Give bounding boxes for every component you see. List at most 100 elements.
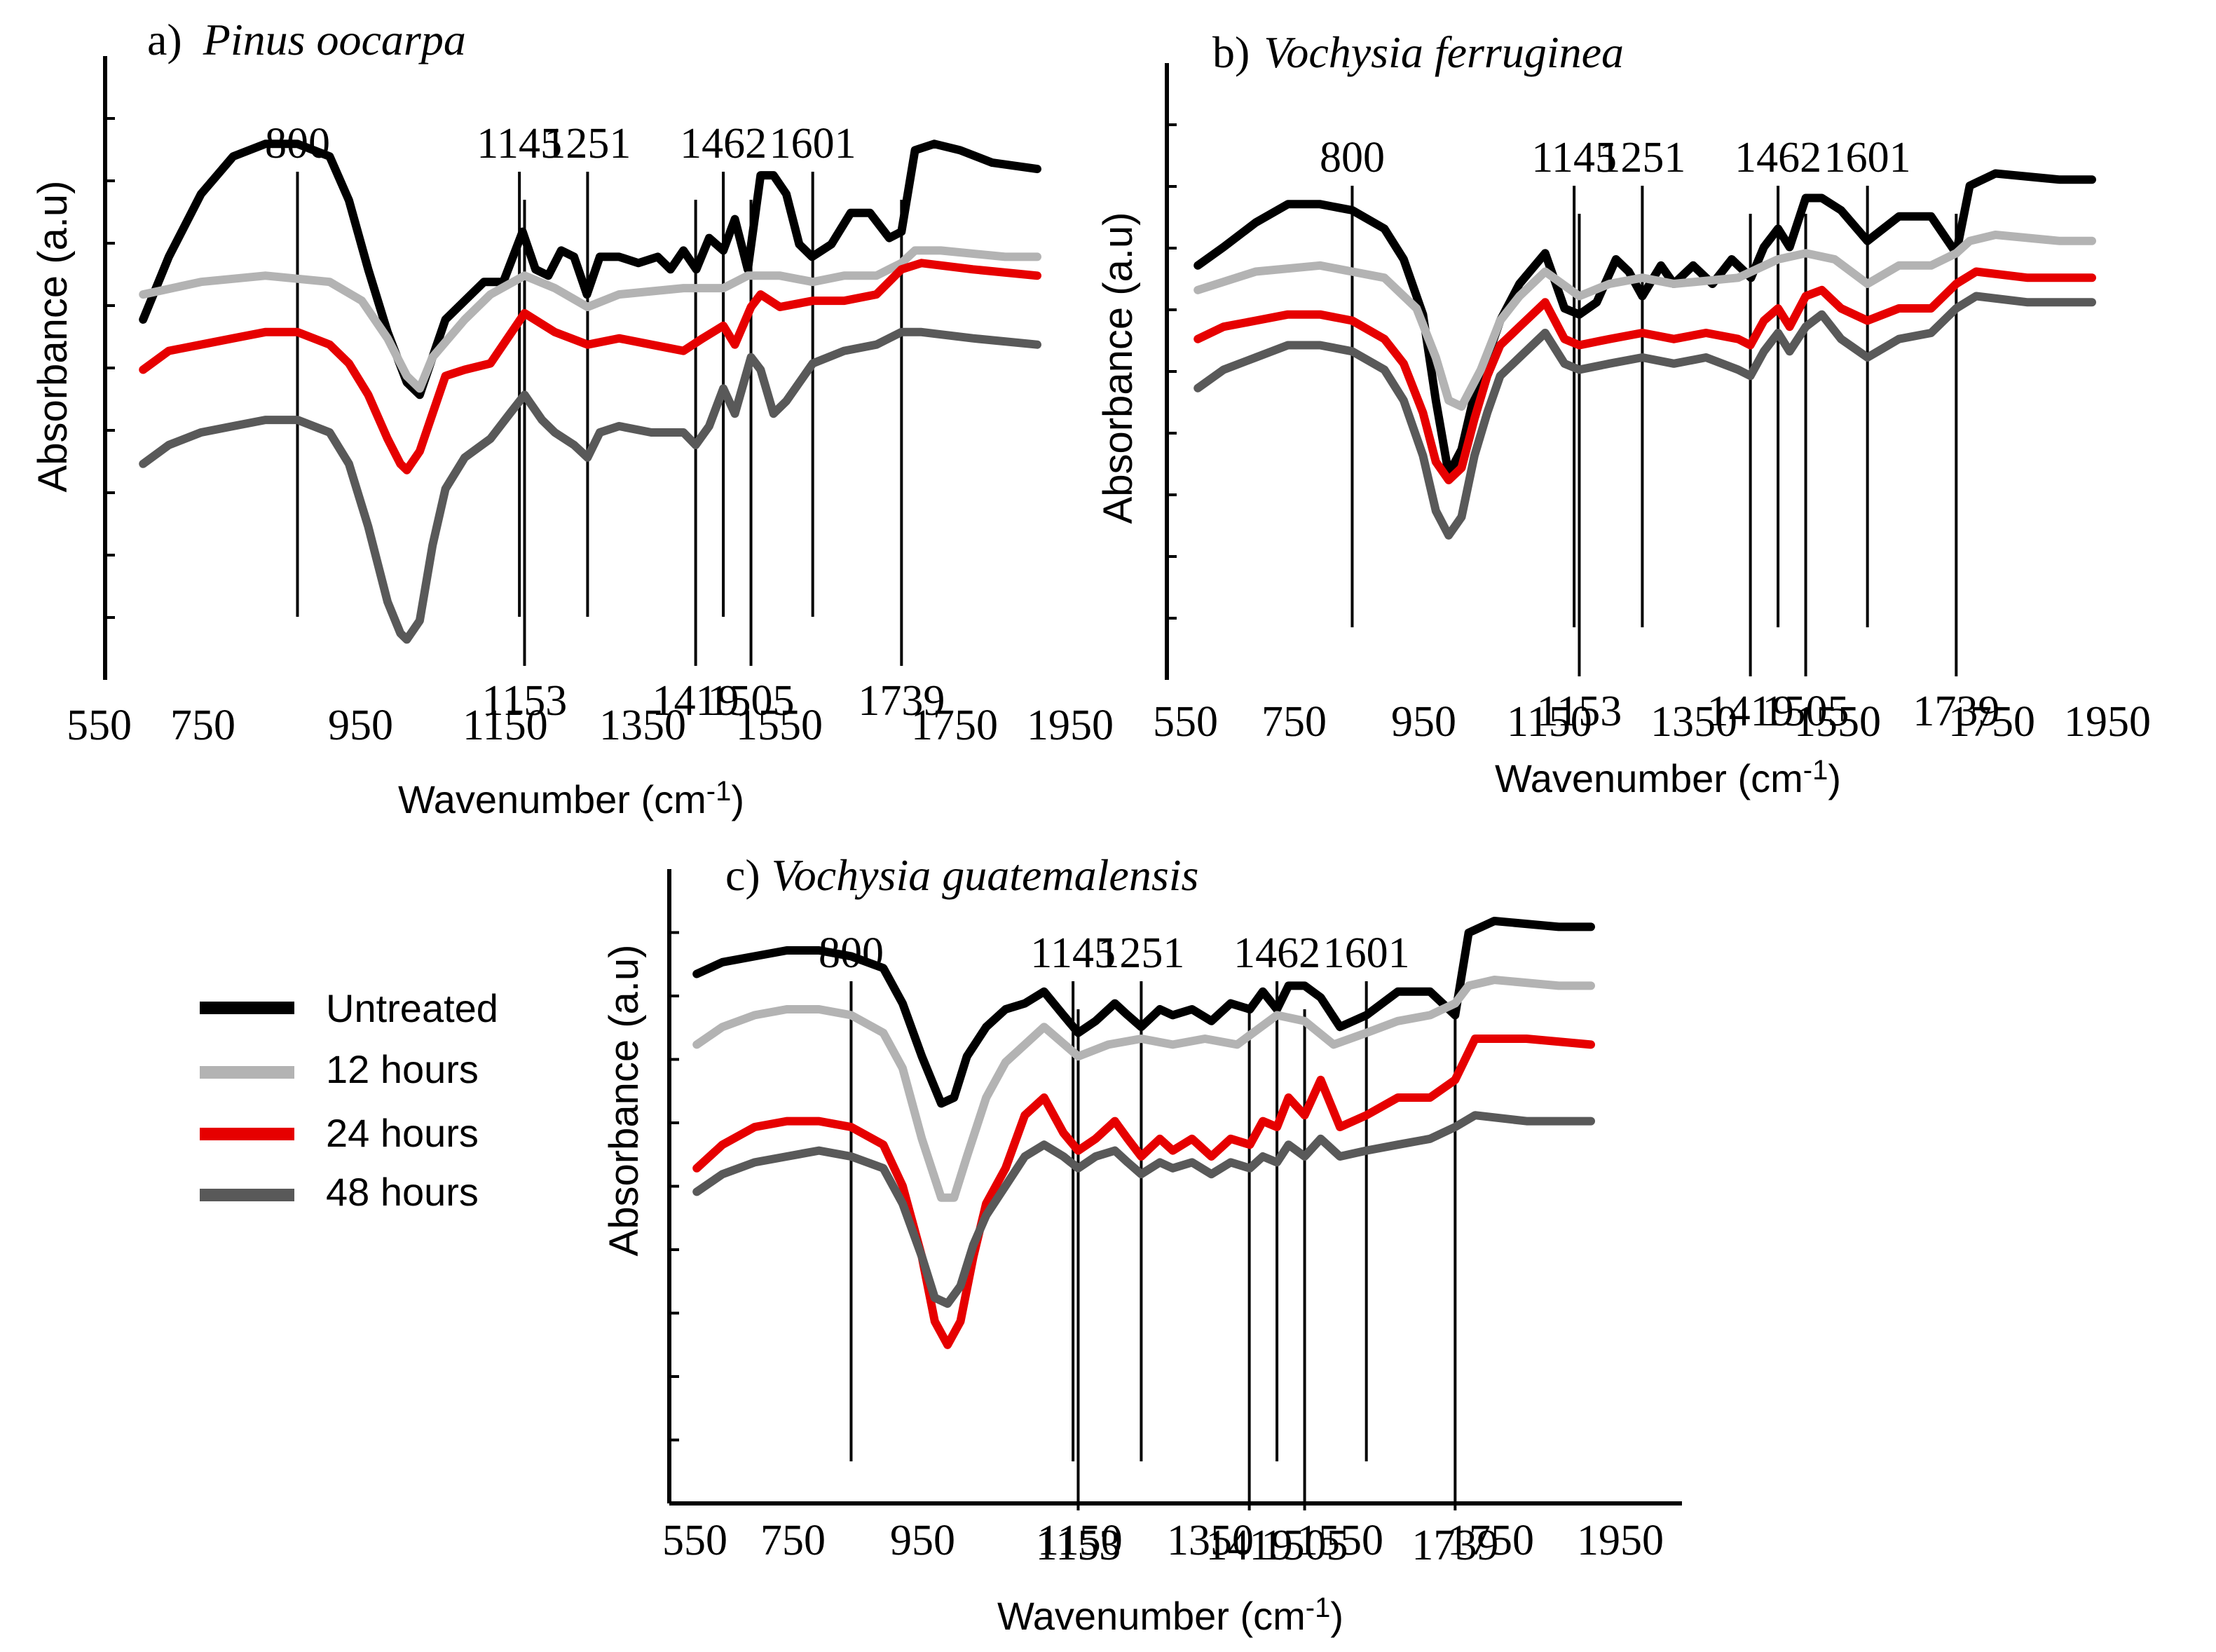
x-axis-title-superscript: -1 xyxy=(1803,755,1828,786)
x-tick-label: 750 xyxy=(760,1517,826,1564)
marker-label-800: 800 xyxy=(1320,134,1385,182)
x-tick-label: 1350 xyxy=(599,702,686,749)
legend-item-24-hours: 24 hours xyxy=(200,1111,479,1155)
marker-label-1251: 1251 xyxy=(1097,929,1184,977)
panel-b-title: b) Vochysia ferruginea xyxy=(1212,27,1624,77)
x-tick-label: 1750 xyxy=(1447,1517,1534,1564)
panel-a-species: Pinus oocarpa xyxy=(203,15,466,64)
panel-b-letter: b) xyxy=(1212,27,1250,77)
panel-c-series xyxy=(692,917,1595,1349)
series-line-48-hours xyxy=(139,327,1041,644)
panel-b-species: Vochysia ferruginea xyxy=(1264,27,1624,77)
marker-label-1153: 1153 xyxy=(1036,1522,1121,1569)
x-axis-title-superscript: -1 xyxy=(706,776,732,807)
x-tick-label: 550 xyxy=(67,702,132,749)
x-tick-label: 1550 xyxy=(1297,1517,1383,1564)
marker-label-1601: 1601 xyxy=(1824,134,1911,182)
marker-label-1419: 1419 xyxy=(1707,688,1794,735)
x-tick-label: 550 xyxy=(1153,698,1218,746)
x-tick-label: 950 xyxy=(890,1517,955,1564)
panel-c-letter: c) xyxy=(725,850,760,900)
marker-label-1739: 1739 xyxy=(858,677,945,725)
panel-a-x-tick-labels: 550 750 950 1150 1350 1550 1750 1950 xyxy=(67,702,1114,749)
panel-b-y-ticks xyxy=(1167,123,1177,620)
legend-label: 12 hours xyxy=(326,1047,479,1091)
x-tick-label: 1950 xyxy=(2064,698,2151,746)
panel-b-y-axis-title: Absorbance (a.u) xyxy=(1095,212,1141,524)
x-tick-label: 1350 xyxy=(1167,1517,1254,1564)
x-tick-label: 1150 xyxy=(1507,698,1592,746)
x-axis-title-main: Wavenumber (cm xyxy=(1495,756,1803,800)
marker-label-1251: 1251 xyxy=(544,120,631,168)
legend-label: Untreated xyxy=(326,986,498,1030)
series-line-24-hours xyxy=(139,259,1041,475)
series-line-48-hours xyxy=(692,1111,1595,1308)
series-line-24-hours xyxy=(692,1035,1595,1349)
marker-label-1419: 1419 xyxy=(652,677,739,725)
marker-label-1419: 1419 xyxy=(1206,1522,1293,1569)
panel-a-series xyxy=(139,139,1041,644)
panel-b-x-tick-labels: 550 750 950 1150 1350 1550 1750 1950 xyxy=(1153,698,2151,746)
series-line-12-hours xyxy=(1194,231,2096,411)
x-tick-label: 1950 xyxy=(1027,702,1114,749)
x-axis-title-main: Wavenumber (cm xyxy=(997,1594,1306,1638)
panel-a-x-axis-title: Wavenumber (cm-1) xyxy=(398,776,744,821)
panel-b-markers: 800 1145 1153 1251 1419 1462 1505 1601 1739 xyxy=(1320,134,1999,735)
panel-c-y-ticks xyxy=(669,931,679,1442)
legend-label: 48 hours xyxy=(326,1170,479,1214)
panel-b-x-axis-title: Wavenumber (cm-1) xyxy=(1495,755,1841,800)
legend-item-12-hours: 12 hours xyxy=(200,1047,479,1091)
x-tick-label: 1950 xyxy=(1577,1517,1664,1564)
panel-c-y-axis-title: Absorbance (a.u) xyxy=(601,945,647,1257)
marker-label-1462: 1462 xyxy=(1233,929,1320,977)
panel-a: a) Pinus oocarpa 800 11451153125114191462… xyxy=(30,15,1114,821)
x-axis-title-close: ) xyxy=(731,777,744,821)
marker-label-1462: 1462 xyxy=(1735,134,1821,182)
legend-item-48-hours: 48 hours xyxy=(200,1170,479,1214)
panel-c-x-tick-labels: 550 750 950 1150 1350 1550 1750 1950 xyxy=(662,1517,1664,1564)
marker-label-1145: 1145 xyxy=(1531,134,1617,182)
x-tick-label: 1550 xyxy=(1794,698,1881,746)
x-tick-label: 550 xyxy=(662,1517,727,1564)
series-line-untreated xyxy=(1194,169,2096,479)
x-axis-title-close: ) xyxy=(1330,1594,1343,1638)
x-tick-label: 950 xyxy=(1391,698,1456,746)
marker-label-1145: 1145 xyxy=(1030,929,1116,977)
x-tick-label: 750 xyxy=(1261,698,1327,746)
panel-c: c) Vochysia guatemalensis 800 11451153125… xyxy=(601,850,1682,1638)
series-line-24-hours xyxy=(1194,267,2096,484)
x-tick-label: 750 xyxy=(170,702,235,749)
marker-label-1251: 1251 xyxy=(1599,134,1685,182)
panel-a-letter: a) xyxy=(147,15,182,64)
legend-item-untreated: Untreated xyxy=(200,986,498,1030)
series-line-untreated xyxy=(139,139,1041,400)
x-tick-label: 1350 xyxy=(1650,698,1737,746)
panel-a-title: a) Pinus oocarpa xyxy=(147,15,466,64)
x-axis-title-close: ) xyxy=(1828,756,1841,800)
x-tick-label: 1750 xyxy=(911,702,998,749)
legend-label: 24 hours xyxy=(326,1111,479,1155)
x-tick-label: 1750 xyxy=(1948,698,2035,746)
panel-c-species: Vochysia guatemalensis xyxy=(772,850,1199,900)
panel-a-y-ticks xyxy=(105,117,115,619)
x-axis-title-superscript: -1 xyxy=(1306,1592,1331,1623)
series-line-12-hours xyxy=(692,976,1595,1202)
marker-label-1505: 1505 xyxy=(1763,688,1849,735)
series-line-untreated xyxy=(692,917,1595,1108)
marker-label-1153: 1153 xyxy=(482,677,568,725)
panel-b-series xyxy=(1194,169,2096,540)
marker-label-1739: 1739 xyxy=(1411,1522,1498,1569)
marker-label-1505: 1505 xyxy=(708,677,795,725)
x-axis-title-main: Wavenumber (cm xyxy=(398,777,706,821)
marker-label-1145: 1145 xyxy=(477,120,562,168)
series-line-12-hours xyxy=(139,246,1041,393)
x-tick-label: 950 xyxy=(328,702,393,749)
panel-c-title: c) Vochysia guatemalensis xyxy=(725,850,1198,900)
x-tick-label: 1550 xyxy=(736,702,823,749)
marker-label-1601: 1601 xyxy=(1323,929,1410,977)
legend: Untreated 12 hours 24 hours 48 hours xyxy=(200,986,498,1214)
panel-b: b) Vochysia ferruginea 800 1145 1153 1251 14… xyxy=(1095,27,2151,800)
